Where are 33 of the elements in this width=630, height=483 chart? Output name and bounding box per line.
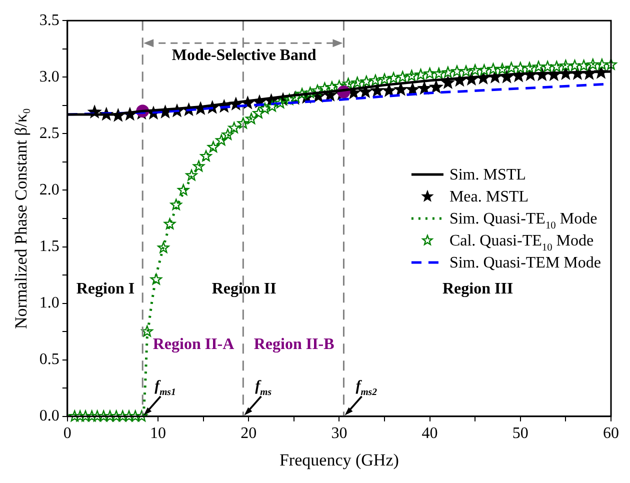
y-axis-title: Normalized Phase Constant β/κ₀	[12, 108, 31, 329]
x-tick-label: 30	[331, 425, 348, 442]
point	[418, 82, 431, 94]
annotation: Region II	[212, 280, 276, 298]
x-tick-label: 50	[512, 425, 528, 442]
x-tick-label: 60	[603, 425, 619, 442]
point	[359, 85, 372, 98]
y-tick-label: 1.5	[39, 238, 60, 255]
annotation: Region I	[76, 280, 135, 298]
y-tick-label: 2.5	[39, 124, 60, 142]
y-tick-label: 0.0	[39, 408, 60, 425]
point	[430, 80, 442, 93]
point	[406, 82, 419, 96]
annotation: Region II-B	[254, 336, 335, 354]
annotation: Region III	[442, 280, 514, 298]
legend-label: Sim. MSTL	[449, 166, 526, 184]
y-tick-label: 1.0	[39, 294, 60, 312]
x-axis-title: Frequency (GHz)	[279, 450, 399, 470]
x-tick-label: 10	[150, 425, 166, 442]
point	[394, 82, 408, 96]
x-tick-label: 0	[63, 425, 72, 442]
legend-label: Sim. Quasi-TEM Mode	[449, 254, 601, 272]
y-tick-label: 0.5	[39, 351, 60, 368]
point	[370, 84, 384, 96]
y-tick-label: 3.0	[39, 68, 60, 86]
annotation: Region II-A	[152, 336, 235, 354]
point	[382, 84, 396, 96]
annotation: Mode-Selective Band	[172, 47, 316, 64]
x-tick-label: 20	[240, 425, 257, 442]
x-tick-label: 40	[422, 425, 438, 442]
y-tick-label: 2.0	[39, 181, 60, 198]
legend-label: Mea. MSTL	[449, 188, 529, 206]
y-tick-label: 3.5	[39, 12, 60, 29]
